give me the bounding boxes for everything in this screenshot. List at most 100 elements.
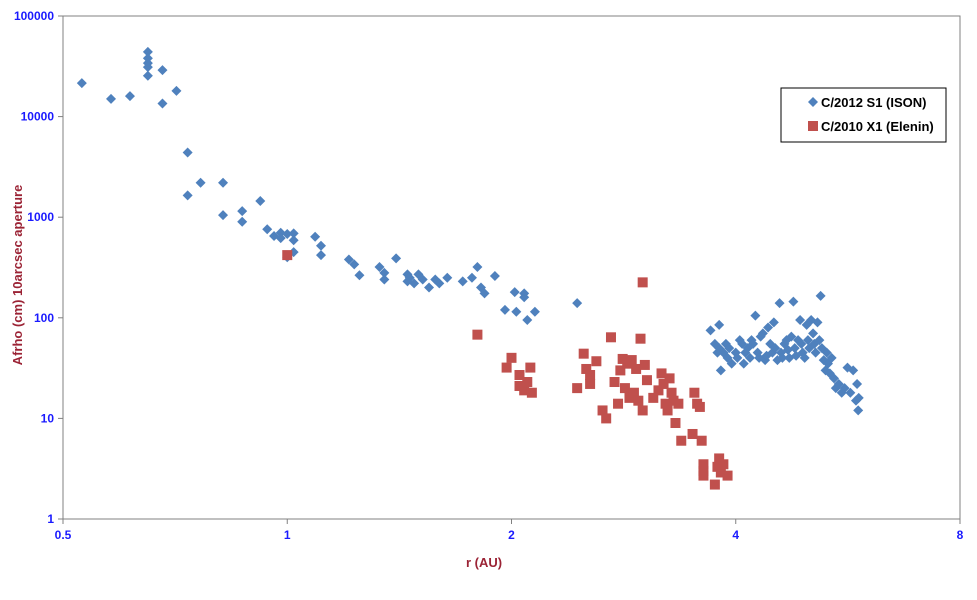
data-point xyxy=(641,375,652,386)
data-point xyxy=(466,272,477,283)
data-point xyxy=(288,235,299,246)
data-point xyxy=(812,317,823,328)
data-point xyxy=(648,392,659,403)
data-point xyxy=(343,254,354,265)
data-point xyxy=(409,278,420,289)
data-point xyxy=(757,328,768,339)
data-point xyxy=(601,413,612,424)
data-point xyxy=(670,418,681,429)
data-point xyxy=(696,435,707,446)
data-point xyxy=(434,278,445,289)
data-point xyxy=(255,195,266,206)
x-tick-label: 0.5 xyxy=(55,528,72,542)
data-point xyxy=(157,98,168,109)
data-point xyxy=(635,333,646,344)
data-point xyxy=(237,206,248,217)
data-point xyxy=(724,343,735,354)
data-point xyxy=(424,282,435,293)
legend-label: C/2010 X1 (Elenin) xyxy=(821,119,934,134)
legend-box xyxy=(780,87,947,143)
data-point xyxy=(529,306,540,317)
data-point xyxy=(660,398,671,409)
x-tick-label: 8 xyxy=(957,528,964,542)
data-point xyxy=(609,377,620,388)
data-point xyxy=(624,392,635,403)
data-point xyxy=(788,296,799,307)
data-point xyxy=(826,352,837,363)
data-point xyxy=(585,370,596,381)
data-point xyxy=(853,405,864,416)
data-point xyxy=(310,231,321,242)
data-point xyxy=(237,216,248,227)
y-tick-label: 10 xyxy=(41,411,55,425)
data-point xyxy=(714,319,725,330)
data-point xyxy=(705,325,716,336)
data-point xyxy=(852,378,863,389)
data-point xyxy=(472,261,483,272)
data-point xyxy=(750,310,761,321)
data-point xyxy=(631,363,642,374)
data-point xyxy=(489,271,500,282)
data-point xyxy=(715,467,726,478)
data-point xyxy=(619,383,630,394)
data-point xyxy=(748,338,759,349)
data-point xyxy=(709,479,720,490)
y-tick-label: 1000 xyxy=(27,210,54,224)
data-point xyxy=(814,335,825,346)
series-layer xyxy=(76,46,864,490)
data-point xyxy=(417,274,428,285)
data-point xyxy=(501,362,512,373)
data-point xyxy=(457,276,468,287)
data-point xyxy=(578,348,589,359)
y-tick-label: 100000 xyxy=(14,9,54,23)
data-point xyxy=(354,270,365,281)
data-point xyxy=(738,358,749,369)
data-point xyxy=(591,356,602,367)
data-point xyxy=(815,290,826,301)
data-point xyxy=(106,93,117,104)
data-point xyxy=(511,306,522,317)
legend-marker-square xyxy=(808,121,818,131)
y-axis-title: Afrho (cm) 10arcsec aperture xyxy=(10,185,25,366)
data-point xyxy=(275,227,286,238)
data-point xyxy=(774,298,785,309)
data-point xyxy=(218,177,229,188)
data-point xyxy=(581,363,592,374)
data-point xyxy=(656,368,667,379)
data-point xyxy=(799,352,810,363)
data-point xyxy=(786,331,797,342)
data-point xyxy=(777,352,788,363)
data-point xyxy=(282,250,293,261)
data-point xyxy=(726,358,737,369)
data-point xyxy=(637,277,648,288)
data-point xyxy=(810,347,821,358)
data-point xyxy=(853,392,864,403)
series-0 xyxy=(76,46,864,416)
x-tick-label: 1 xyxy=(284,528,291,542)
data-point xyxy=(525,362,536,373)
data-point xyxy=(664,373,675,384)
data-point xyxy=(613,398,624,409)
data-point xyxy=(374,261,385,272)
data-point xyxy=(666,387,677,398)
data-point xyxy=(795,315,806,326)
data-point xyxy=(349,259,360,270)
data-point xyxy=(712,461,723,472)
data-point xyxy=(694,401,705,412)
data-point xyxy=(442,272,453,283)
data-point xyxy=(770,343,781,354)
data-point xyxy=(796,338,807,349)
data-point xyxy=(597,405,608,416)
data-point xyxy=(519,385,530,396)
data-point xyxy=(848,365,859,376)
data-point xyxy=(275,233,286,244)
data-point xyxy=(282,229,293,240)
y-axis-ticks: 1 10 100 1000 10000 100000 xyxy=(14,9,63,526)
data-point xyxy=(379,274,390,285)
legend: C/2012 S1 (ISON) C/2010 X1 (Elenin) xyxy=(780,87,947,143)
data-point xyxy=(763,322,774,333)
data-point xyxy=(808,328,819,339)
data-point xyxy=(839,383,850,394)
data-point xyxy=(789,343,800,354)
data-point xyxy=(379,267,390,278)
